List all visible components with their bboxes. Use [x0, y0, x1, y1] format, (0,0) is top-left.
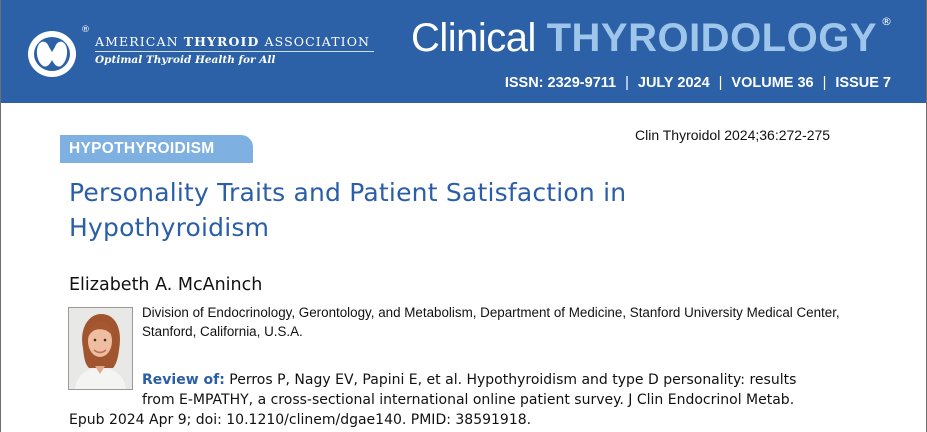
author-name: Elizabeth A. McAninch [69, 275, 263, 295]
separator: | [822, 75, 827, 91]
review-reference: Review of: Perros P, Nagy EV, Papini E, … [69, 370, 844, 430]
journal-title-thyroidology: THYROIDOLOGY [546, 16, 878, 60]
article-title: Personality Traits and Patient Satisfact… [69, 175, 829, 245]
citation: Clin Thyroidol 2024;36:272-275 [635, 127, 831, 143]
review-text-line2: from E-MPATHY, a cross-sectional interna… [142, 392, 795, 408]
category-label: HYPOTHYROIDISM [69, 140, 215, 157]
thyroid-logo-icon [27, 28, 87, 80]
association-tagline: Optimal Thyroid Health for All [95, 54, 276, 66]
article-title-line2: Hypothyroidism [69, 213, 270, 242]
issue-date: JULY 2024 [637, 75, 710, 91]
journal-title-clinical: Clinical [411, 16, 536, 60]
issue-number: ISSUE 7 [835, 75, 891, 91]
category-tab: HYPOTHYROIDISM [60, 135, 253, 163]
separator: | [625, 75, 629, 91]
volume: VOLUME 36 [731, 75, 814, 91]
article-title-line1: Personality Traits and Patient Satisfact… [69, 178, 627, 207]
journal-registered-mark: ® [881, 15, 892, 28]
registered-mark: ® [81, 25, 90, 35]
review-text-line3: Epub 2024 Apr 9; doi: 10.1210/clinem/dga… [69, 412, 532, 428]
review-text-line1: Perros P, Nagy EV, Papini E, et al. Hypo… [229, 372, 797, 388]
page-border-left [0, 0, 1, 432]
journal-title: Clinical THYROIDOLOGY [411, 14, 877, 62]
author-affiliation: Division of Endocrinology, Gerontology, … [142, 303, 872, 341]
affiliation-line2: Stanford, California, U.S.A. [142, 324, 303, 339]
issn: ISSN: 2329-9711 [504, 75, 617, 91]
association-name: AMERICAN THYROID ASSOCIATION [95, 34, 371, 49]
review-label: Review of: [142, 372, 225, 388]
association-divider [95, 51, 374, 52]
issue-info: ISSN: 2329-9711 | JULY 2024 | VOLUME 36 | ISSU… [505, 75, 891, 91]
author-photo [68, 307, 133, 390]
affiliation-line1: Division of Endocrinology, Gerontology, … [142, 305, 840, 320]
separator: | [718, 75, 723, 91]
journal-banner: ® AMERICAN THYROID ASSOCIATION Optimal T… [1, 0, 926, 103]
